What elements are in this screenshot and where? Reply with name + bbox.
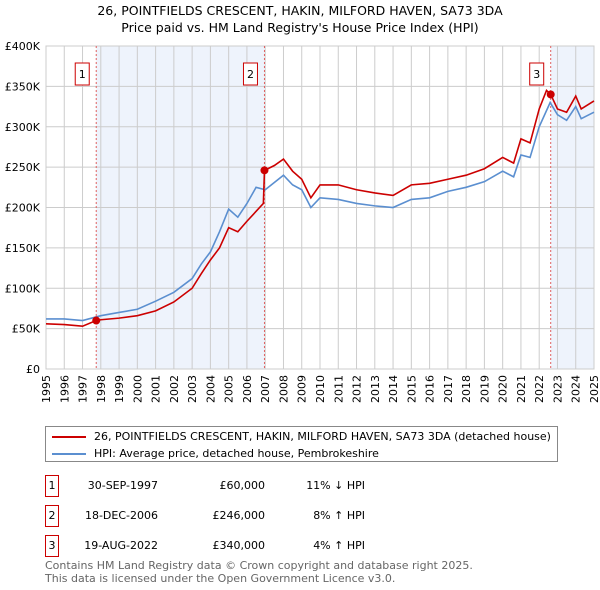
sale-price: £246,000: [212, 509, 266, 522]
sale-row: 2 18-DEC-2006 £246,000 8% ↑ HPI: [45, 505, 445, 527]
x-tick-label: 2018: [460, 375, 473, 403]
x-tick-label: 2024: [570, 375, 583, 403]
sale-label-box: [242, 62, 258, 86]
x-tick-label: 1997: [77, 375, 90, 403]
chart-subtitle: Price paid vs. HM Land Registry's House …: [121, 20, 479, 35]
sale-label: 3: [533, 68, 540, 81]
legend-label-hpi: HPI: Average price, detached house, Pemb…: [94, 447, 379, 460]
x-tick-label: 2005: [223, 375, 236, 403]
x-tick-label: 2023: [551, 375, 564, 403]
sale-date: 30-SEP-1997: [87, 479, 158, 492]
sale-hpi-diff: 4% ↑ HPI: [313, 539, 365, 552]
y-tick-label: £100K: [5, 282, 41, 295]
y-tick-label: £200K: [5, 202, 41, 215]
x-tick-label: 2020: [497, 375, 510, 403]
sale-hpi-diff: 11% ↓ HPI: [306, 479, 365, 492]
hpi-line: [46, 100, 595, 322]
x-tick-label: 2015: [405, 375, 418, 403]
x-tick-label: 2021: [515, 375, 528, 403]
y-tick-label: £350K: [5, 80, 41, 93]
sale-point: [546, 90, 555, 99]
x-tick-label: 2006: [241, 375, 254, 403]
x-tick-label: 1999: [113, 375, 126, 403]
sale-row: 1 30-SEP-1997 £60,000 11% ↓ HPI: [45, 475, 445, 497]
x-tick-label: 2016: [424, 375, 437, 403]
y-tick-label: £50K: [12, 323, 41, 336]
x-tick-label: 2000: [131, 375, 144, 403]
sale-label: 1: [79, 68, 86, 81]
chart-title: 26, POINTFIELDS CRESCENT, HAKIN, MILFORD…: [97, 3, 503, 18]
x-tick-label: 2004: [204, 375, 217, 403]
sale-date: 19-AUG-2022: [84, 539, 158, 552]
y-tick-label: £300K: [5, 121, 41, 134]
sale-row: 3 19-AUG-2022 £340,000 4% ↑ HPI: [45, 535, 445, 557]
x-tick-label: 2008: [277, 375, 290, 403]
x-tick-label: 2007: [259, 375, 272, 403]
x-tick-label: 2002: [168, 375, 181, 403]
x-tick-label: 2011: [332, 375, 345, 403]
sale-point: [260, 166, 269, 175]
footer: Contains HM Land Registry data © Crown c…: [45, 559, 473, 585]
x-tick-label: 2009: [296, 375, 309, 403]
footer-line-2: This data is licensed under the Open Gov…: [45, 572, 396, 585]
sale-marker-box: 3: [45, 535, 59, 557]
sale-point: [92, 316, 101, 325]
sale-price: £340,000: [212, 539, 266, 552]
sale-price: £60,000: [219, 479, 266, 492]
x-tick-label: 2012: [351, 375, 364, 403]
footer-line-1: Contains HM Land Registry data © Crown c…: [45, 559, 473, 572]
x-tick-label: 2010: [314, 375, 327, 403]
plot-border: [45, 45, 595, 370]
x-tick-label: 2014: [387, 375, 400, 403]
sale-marker-box: 1: [45, 475, 59, 497]
price-chart: 1995 1996 1997 1998 1999 2000 2001 2002 2003 2004…: [5, 40, 600, 403]
sale-hpi-diff: 8% ↑ HPI: [313, 509, 365, 522]
y-tick-label: £150K: [5, 242, 41, 255]
x-tick-label: 2013: [369, 375, 382, 403]
legend-swatch-property: [52, 435, 86, 438]
x-tick-label: 2017: [442, 375, 455, 403]
sale-label: 2: [247, 68, 254, 81]
legend: 26, POINTFIELDS CRESCENT, HAKIN, MILFORD…: [45, 426, 558, 462]
y-tick-label: £400K: [5, 40, 41, 53]
x-tick-label: 2022: [533, 375, 546, 403]
x-tick-label: 2003: [186, 375, 199, 403]
x-tick-label: 2025: [588, 375, 600, 403]
x-tick-label: 2019: [478, 375, 491, 403]
sale-date: 18-DEC-2006: [84, 509, 158, 522]
y-tick-label: £0: [26, 363, 40, 376]
x-tick-label: 1996: [58, 375, 71, 403]
x-tick-label: 1998: [95, 375, 108, 403]
sale-marker-box: 2: [45, 505, 59, 527]
legend-label-property: 26, POINTFIELDS CRESCENT, HAKIN, MILFORD…: [94, 430, 551, 443]
y-tick-label: £250K: [5, 161, 41, 174]
sale-label-box: [529, 62, 545, 86]
x-tick-label: 1995: [40, 375, 53, 403]
property-price-line: [45, 89, 595, 328]
legend-swatch-hpi: [52, 452, 86, 455]
sale-label-box: [74, 62, 90, 86]
x-tick-label: 2001: [150, 375, 163, 403]
